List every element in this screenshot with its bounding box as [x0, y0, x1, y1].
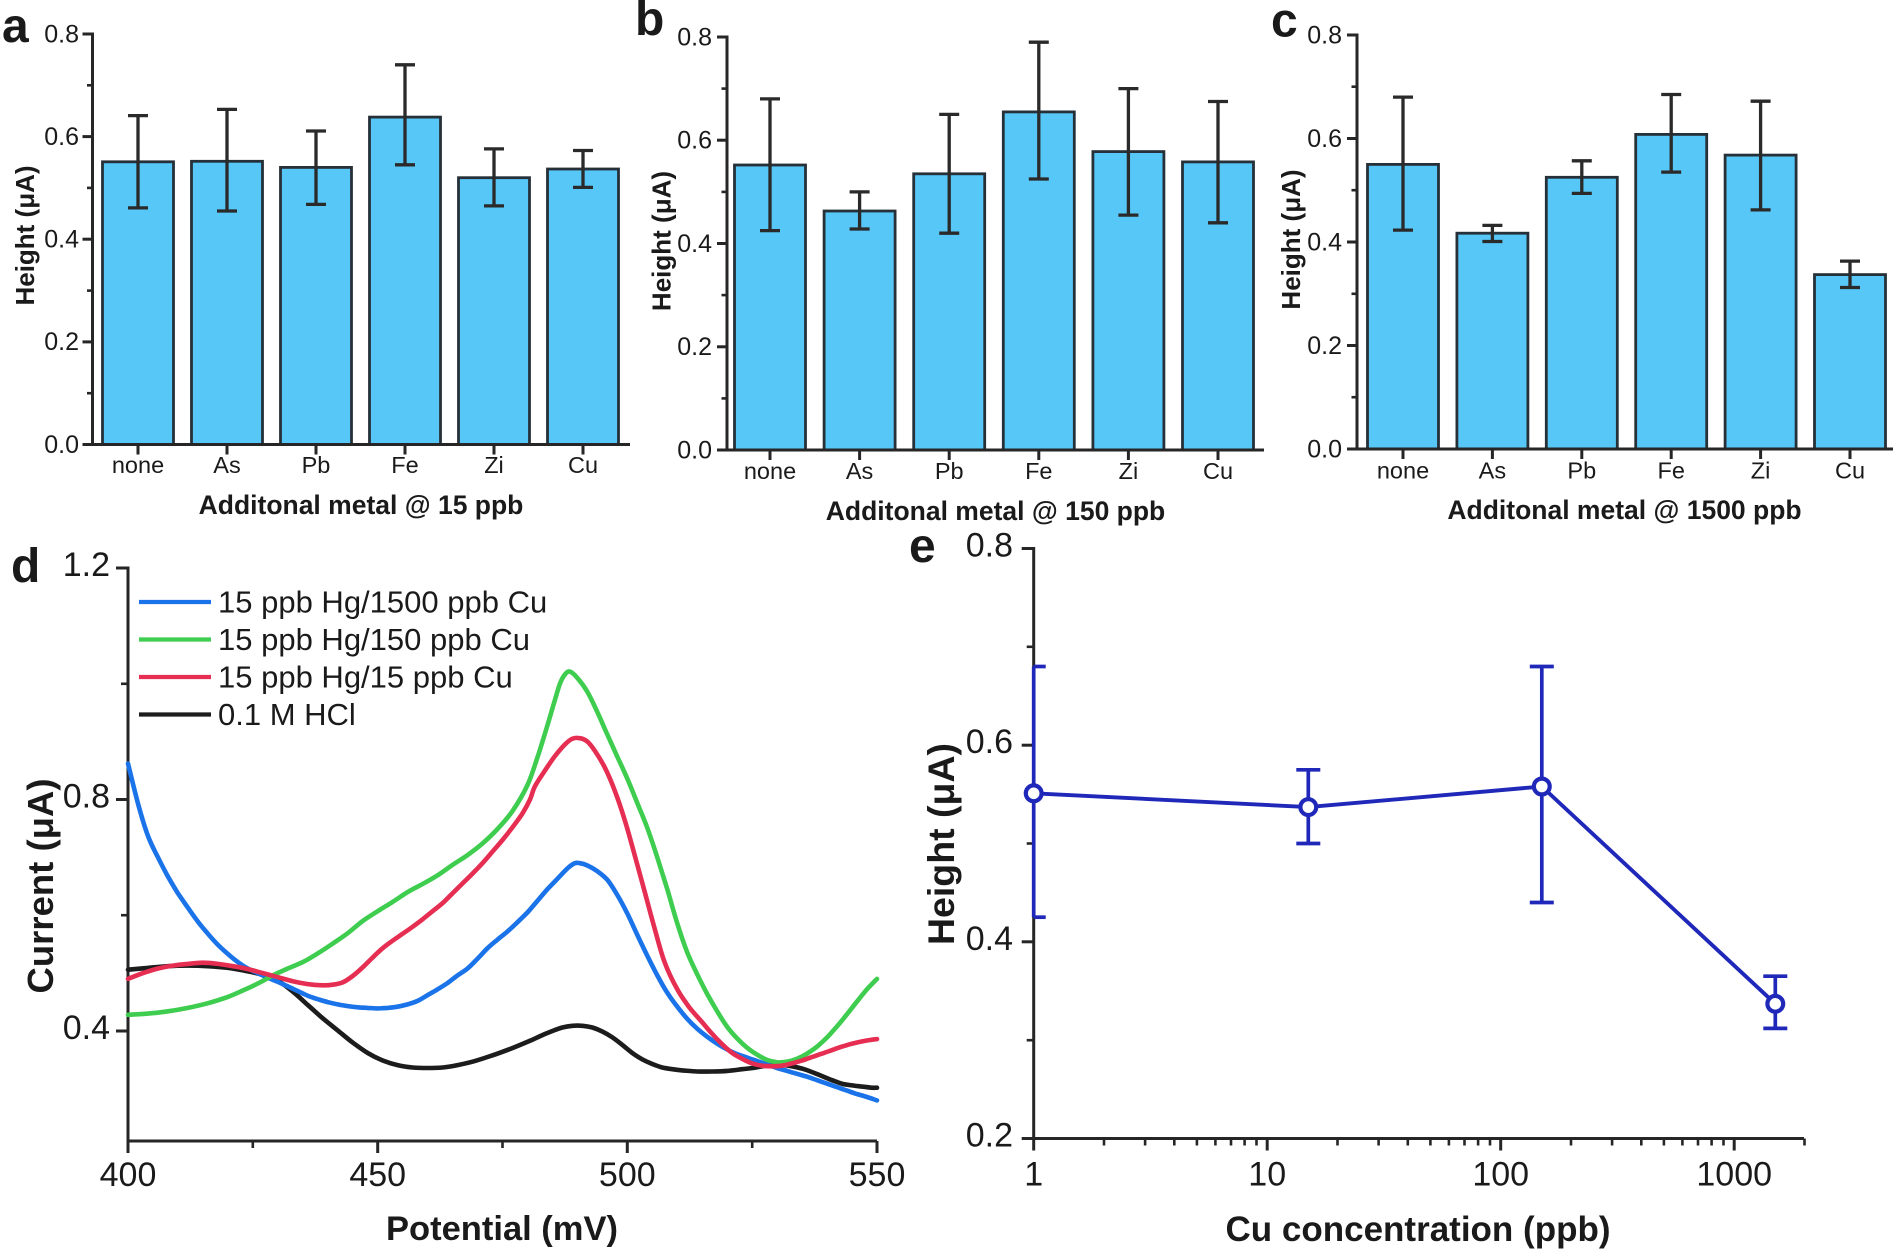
svg-text:Pb: Pb [1567, 458, 1596, 484]
svg-text:Height (μA): Height (μA) [1276, 169, 1306, 309]
svg-text:15 ppb Hg/1500 ppb Cu: 15 ppb Hg/1500 ppb Cu [218, 585, 547, 620]
svg-text:0.4: 0.4 [63, 1009, 110, 1047]
svg-text:550: 550 [849, 1156, 906, 1194]
svg-text:Additonal metal @ 150 ppb: Additonal metal @ 150 ppb [826, 496, 1165, 526]
svg-text:As: As [1479, 458, 1506, 484]
svg-text:Pb: Pb [302, 452, 331, 478]
svg-text:Fe: Fe [391, 452, 418, 478]
svg-text:15 ppb Hg/15 ppb Cu: 15 ppb Hg/15 ppb Cu [218, 660, 513, 695]
svg-text:15 ppb Hg/150 ppb Cu: 15 ppb Hg/150 ppb Cu [218, 622, 530, 657]
svg-text:Current (μA): Current (μA) [20, 779, 61, 994]
svg-text:10: 10 [1248, 1156, 1286, 1194]
svg-text:0.8: 0.8 [966, 527, 1013, 565]
svg-text:500: 500 [599, 1156, 656, 1194]
svg-text:none: none [1377, 458, 1429, 484]
svg-text:0.4: 0.4 [966, 920, 1013, 958]
svg-text:a: a [2, 0, 29, 53]
svg-text:d: d [11, 540, 40, 593]
svg-text:0.8: 0.8 [677, 23, 712, 51]
svg-text:Height (μA): Height (μA) [920, 743, 962, 945]
svg-text:0.0: 0.0 [44, 431, 79, 459]
svg-text:Additonal metal @ 15 ppb: Additonal metal @ 15 ppb [199, 490, 524, 520]
svg-text:0.8: 0.8 [63, 778, 110, 816]
svg-text:100: 100 [1472, 1156, 1529, 1194]
svg-text:Height (μA): Height (μA) [647, 171, 677, 311]
svg-text:Cu: Cu [1835, 458, 1865, 484]
svg-text:0.1 M HCl: 0.1 M HCl [218, 697, 356, 732]
svg-text:Fe: Fe [1025, 458, 1052, 484]
svg-text:Height (μA): Height (μA) [10, 165, 40, 305]
svg-text:none: none [744, 458, 796, 484]
svg-text:As: As [213, 452, 240, 478]
svg-text:Zi: Zi [1119, 458, 1139, 484]
svg-text:1: 1 [1024, 1156, 1043, 1194]
svg-text:0.0: 0.0 [677, 436, 712, 464]
svg-text:0.4: 0.4 [1307, 228, 1342, 256]
svg-text:Zi: Zi [484, 452, 504, 478]
svg-text:0.8: 0.8 [44, 20, 79, 48]
svg-text:Additonal metal @ 1500 ppb: Additonal metal @ 1500 ppb [1447, 495, 1801, 525]
svg-text:Zi: Zi [1751, 458, 1771, 484]
svg-text:0.8: 0.8 [1307, 21, 1342, 49]
svg-text:0.2: 0.2 [677, 333, 712, 361]
svg-text:0.0: 0.0 [1307, 435, 1342, 463]
svg-text:Cu: Cu [568, 452, 598, 478]
svg-text:Cu: Cu [1203, 458, 1233, 484]
svg-text:0.2: 0.2 [966, 1117, 1013, 1155]
svg-text:b: b [635, 0, 664, 46]
svg-text:0.6: 0.6 [1307, 125, 1342, 153]
svg-text:1000: 1000 [1696, 1156, 1772, 1194]
svg-text:Fe: Fe [1657, 458, 1684, 484]
svg-text:As: As [846, 458, 873, 484]
svg-text:0.6: 0.6 [44, 123, 79, 151]
svg-text:400: 400 [100, 1156, 157, 1194]
svg-text:c: c [1271, 0, 1298, 48]
svg-text:e: e [909, 520, 936, 573]
svg-text:Pb: Pb [935, 458, 964, 484]
svg-text:0.6: 0.6 [966, 723, 1013, 761]
svg-text:none: none [112, 452, 164, 478]
svg-text:0.4: 0.4 [44, 226, 79, 254]
svg-text:0.4: 0.4 [677, 230, 712, 258]
svg-text:450: 450 [349, 1156, 406, 1194]
svg-text:0.2: 0.2 [44, 328, 79, 356]
svg-text:Potential (mV): Potential (mV) [386, 1210, 618, 1248]
svg-text:1.2: 1.2 [63, 546, 110, 584]
svg-text:0.2: 0.2 [1307, 332, 1342, 360]
svg-text:0.6: 0.6 [677, 127, 712, 155]
svg-text:Cu concentration (ppb): Cu concentration (ppb) [1226, 1210, 1611, 1249]
